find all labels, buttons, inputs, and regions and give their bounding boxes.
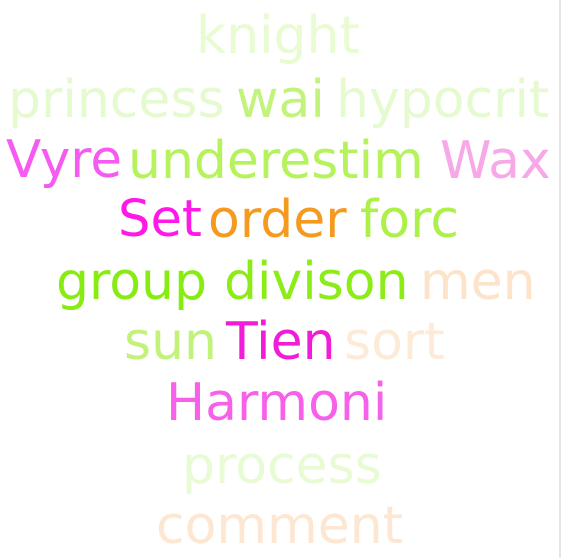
word-princess: princess	[8, 70, 225, 130]
word-tien: Tien	[226, 312, 336, 372]
word-wax: Wax	[440, 131, 551, 191]
word-forc: forc	[360, 190, 459, 250]
word-sort: sort	[344, 312, 445, 372]
word-men: men	[420, 252, 536, 312]
word-set: Set	[118, 190, 202, 249]
word-sun: sun	[124, 312, 218, 372]
word-group: group	[56, 252, 208, 312]
word-hypocrit: hypocrit	[336, 70, 550, 130]
word-harmoni: Harmoni	[166, 373, 388, 433]
panel-border	[559, 0, 561, 558]
word-knight: knight	[196, 6, 360, 66]
word-vyre: Vyre	[6, 130, 122, 190]
word-process: process	[182, 436, 382, 496]
word-comment: comment	[156, 496, 404, 556]
word-divison: divison	[224, 252, 409, 312]
word-wai: wai	[236, 70, 325, 130]
word-underestim: underestim	[128, 131, 424, 191]
word-order: order	[208, 190, 347, 250]
